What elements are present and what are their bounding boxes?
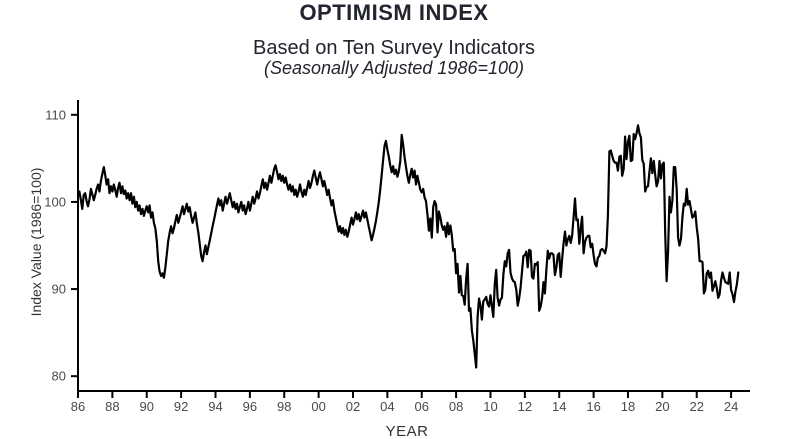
x-tick-label: 08: [449, 399, 463, 414]
y-tick-label: 90: [52, 282, 66, 297]
x-tick-label: 98: [277, 399, 291, 414]
x-tick-label: 10: [483, 399, 497, 414]
x-tick-label: 88: [105, 399, 119, 414]
optimism-index-line: [76, 124, 740, 369]
x-tick-label: 92: [174, 399, 188, 414]
x-tick-label: 04: [380, 399, 394, 414]
x-tick-label: 16: [586, 399, 600, 414]
x-tick-label: 06: [414, 399, 428, 414]
x-tick-label: 24: [724, 399, 738, 414]
y-tick-label: 80: [52, 369, 66, 384]
chart-subtitle: Based on Ten Survey Indicators: [252, 37, 536, 59]
chart-note: (Seasonally Adjusted 1986=100): [263, 58, 524, 78]
x-tick-label: 00: [311, 399, 325, 414]
y-tick-label: 100: [44, 194, 66, 209]
x-tick-label: 96: [243, 399, 257, 414]
x-tick-label: 22: [689, 399, 703, 414]
x-tick-label: 20: [655, 399, 669, 414]
y-tick-label: 110: [45, 107, 66, 122]
x-axis-label: YEAR: [385, 423, 429, 439]
x-tick-label: 14: [552, 399, 566, 414]
chart-title: OPTIMISM INDEX: [299, 0, 489, 25]
y-axis-label: Index Value (1986=100): [28, 167, 44, 317]
x-tick-label: 12: [518, 399, 532, 414]
x-tick-label: 90: [140, 399, 154, 414]
x-tick-label: 18: [621, 399, 635, 414]
x-tick-label: 94: [208, 399, 222, 414]
x-tick-label: 86: [71, 399, 85, 414]
x-tick-label: 02: [346, 399, 360, 414]
